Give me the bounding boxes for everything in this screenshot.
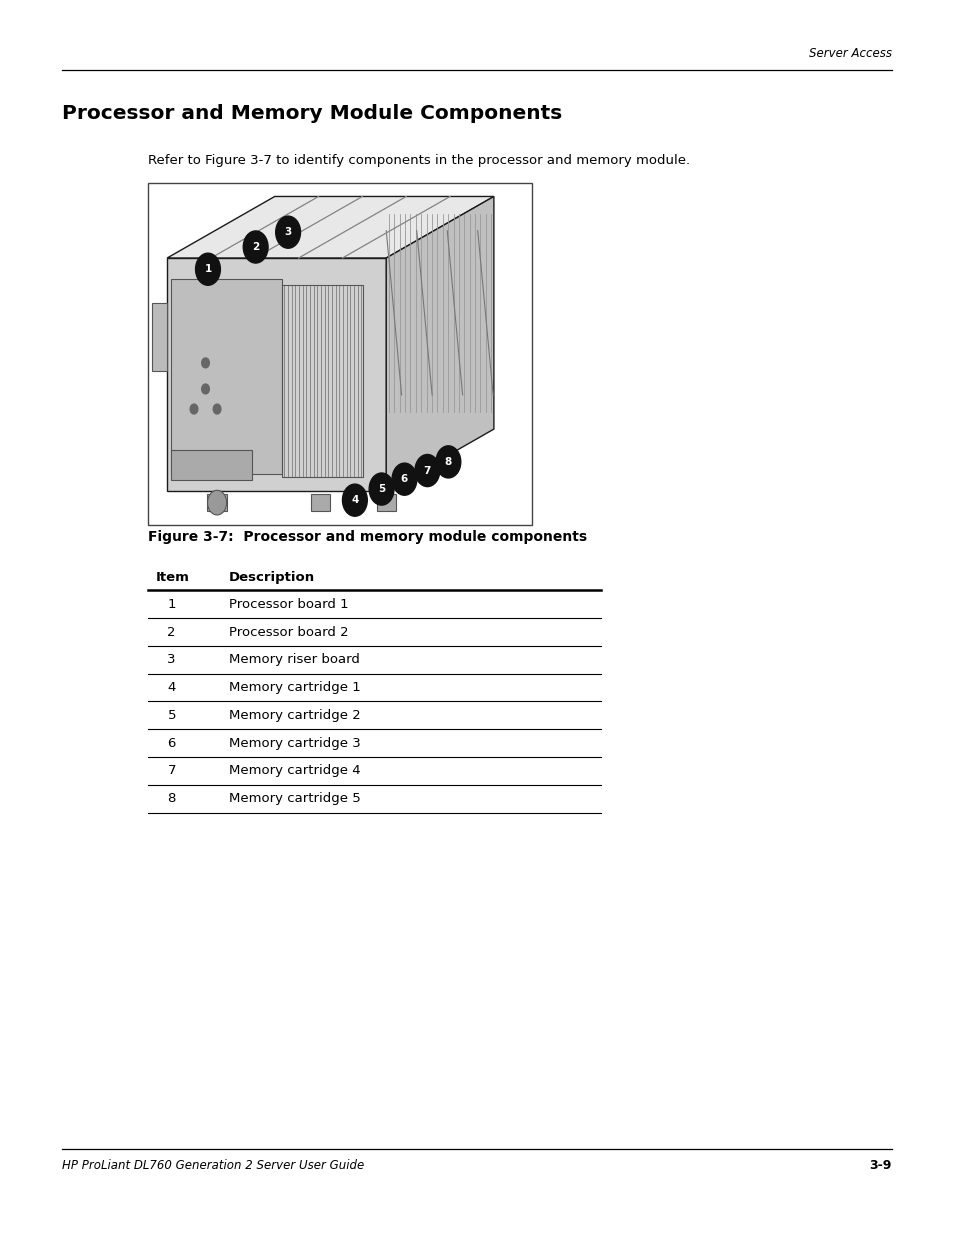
Text: 8: 8	[444, 457, 452, 467]
Circle shape	[243, 231, 268, 263]
Text: 5: 5	[168, 709, 175, 722]
Circle shape	[213, 404, 221, 414]
Text: 2: 2	[252, 242, 259, 252]
Text: 3-9: 3-9	[869, 1160, 891, 1172]
Text: 3: 3	[284, 227, 292, 237]
Text: Memory cartridge 1: Memory cartridge 1	[229, 680, 360, 694]
Polygon shape	[171, 279, 282, 473]
Circle shape	[369, 473, 394, 505]
Text: 5: 5	[377, 484, 385, 494]
Circle shape	[201, 358, 209, 368]
Polygon shape	[386, 196, 494, 490]
Text: Memory riser board: Memory riser board	[229, 653, 359, 667]
Text: 4: 4	[351, 495, 358, 505]
Polygon shape	[167, 196, 494, 258]
Text: 7: 7	[423, 466, 431, 475]
Text: Processor board 1: Processor board 1	[229, 598, 348, 611]
Text: Server Access: Server Access	[808, 47, 891, 59]
Text: Memory cartridge 3: Memory cartridge 3	[229, 736, 360, 750]
Text: 3: 3	[168, 653, 175, 667]
Text: 1: 1	[204, 264, 212, 274]
Text: Processor board 2: Processor board 2	[229, 625, 348, 638]
Text: Description: Description	[229, 572, 314, 584]
Bar	[148, 183, 532, 525]
Text: 6: 6	[400, 474, 408, 484]
Circle shape	[195, 253, 220, 285]
Text: Memory cartridge 4: Memory cartridge 4	[229, 764, 360, 778]
Text: 4: 4	[168, 680, 175, 694]
Circle shape	[208, 490, 227, 515]
Circle shape	[275, 216, 300, 248]
Circle shape	[342, 484, 367, 516]
Text: Memory cartridge 2: Memory cartridge 2	[229, 709, 360, 722]
Circle shape	[415, 454, 439, 487]
Circle shape	[190, 404, 197, 414]
Polygon shape	[311, 494, 330, 511]
Polygon shape	[152, 303, 167, 370]
Polygon shape	[207, 494, 227, 511]
Text: HP ProLiant DL760 Generation 2 Server User Guide: HP ProLiant DL760 Generation 2 Server Us…	[62, 1160, 364, 1172]
Text: 2: 2	[168, 625, 175, 638]
Text: 1: 1	[168, 598, 175, 611]
Circle shape	[392, 463, 416, 495]
Text: 6: 6	[168, 736, 175, 750]
Text: Refer to Figure 3-7 to identify components in the processor and memory module.: Refer to Figure 3-7 to identify componen…	[148, 154, 689, 167]
Polygon shape	[167, 258, 386, 490]
Text: 7: 7	[168, 764, 175, 778]
Polygon shape	[376, 494, 395, 511]
Text: Processor and Memory Module Components: Processor and Memory Module Components	[62, 104, 561, 124]
Text: Item: Item	[155, 572, 190, 584]
Circle shape	[201, 384, 209, 394]
Text: Memory cartridge 5: Memory cartridge 5	[229, 792, 360, 805]
Text: Figure 3-7:  Processor and memory module components: Figure 3-7: Processor and memory module …	[148, 530, 586, 545]
Circle shape	[436, 446, 460, 478]
Polygon shape	[171, 450, 252, 480]
Text: 8: 8	[168, 792, 175, 805]
